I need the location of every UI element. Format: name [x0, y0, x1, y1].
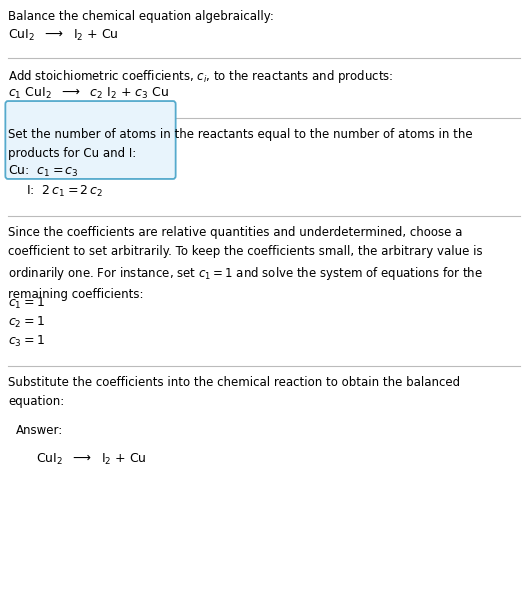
Text: $c_3 = 1$: $c_3 = 1$	[8, 334, 45, 349]
Text: Set the number of atoms in the reactants equal to the number of atoms in the
pro: Set the number of atoms in the reactants…	[8, 128, 473, 160]
Text: CuI$_2$  $\longrightarrow$  I$_2$ + Cu: CuI$_2$ $\longrightarrow$ I$_2$ + Cu	[8, 28, 119, 43]
Text: $c_1 = 1$: $c_1 = 1$	[8, 296, 45, 311]
Text: I:  $2\,c_1 = 2\,c_2$: I: $2\,c_1 = 2\,c_2$	[26, 184, 103, 199]
Text: CuI$_2$  $\longrightarrow$  I$_2$ + Cu: CuI$_2$ $\longrightarrow$ I$_2$ + Cu	[36, 452, 147, 467]
FancyBboxPatch shape	[5, 101, 176, 179]
Text: Substitute the coefficients into the chemical reaction to obtain the balanced
eq: Substitute the coefficients into the che…	[8, 376, 460, 408]
Text: Since the coefficients are relative quantities and underdetermined, choose a
coe: Since the coefficients are relative quan…	[8, 226, 483, 301]
Text: $c_2 = 1$: $c_2 = 1$	[8, 315, 45, 330]
Text: Add stoichiometric coefficients, $c_i$, to the reactants and products:: Add stoichiometric coefficients, $c_i$, …	[8, 68, 393, 85]
Text: Cu:  $c_1 = c_3$: Cu: $c_1 = c_3$	[8, 164, 79, 179]
Text: Balance the chemical equation algebraically:: Balance the chemical equation algebraica…	[8, 10, 274, 23]
Text: $c_1$ CuI$_2$  $\longrightarrow$  $c_2$ I$_2$ + $c_3$ Cu: $c_1$ CuI$_2$ $\longrightarrow$ $c_2$ I$…	[8, 86, 169, 101]
Text: Answer:: Answer:	[16, 424, 63, 437]
